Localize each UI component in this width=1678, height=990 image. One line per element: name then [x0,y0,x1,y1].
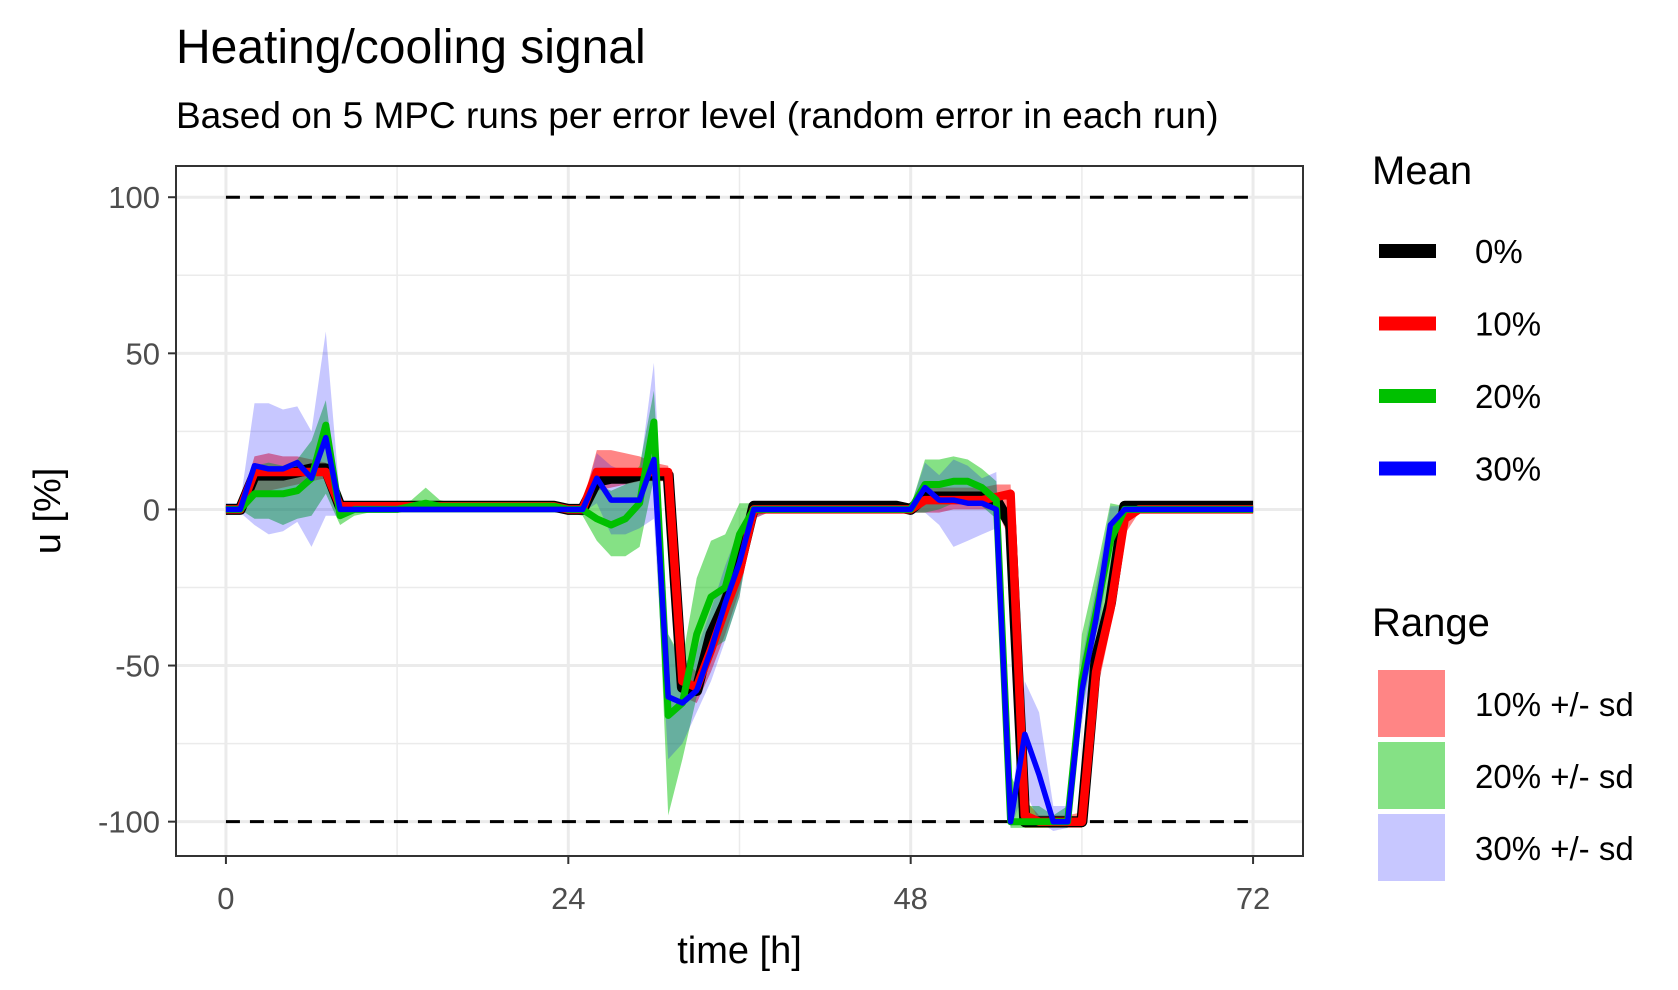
x-axis: 0 24 48 72 [217,856,1270,916]
chart-title: Heating/cooling signal [176,21,646,74]
mean-series [225,418,1254,828]
legend-mean-key-0: 0% [1379,233,1523,270]
x-tick-label-2: 48 [893,881,927,916]
legend-mean-swatch-0 [1379,244,1436,258]
series-line-3 [225,434,1254,825]
legend-range-key-1: 20% +/- sd [1378,742,1634,809]
legend-range-label-0: 10% +/- sd [1475,686,1634,723]
y-tick-label-1: 50 [126,336,160,371]
x-tick-label-3: 72 [1236,881,1270,916]
y-tick-label-4: -100 [98,805,160,840]
legend-range-label-2: 30% +/- sd [1475,830,1634,867]
legend-mean-key-3: 30% [1379,451,1541,488]
legend-mean-label-2: 20% [1475,378,1541,415]
legend-mean: Mean 0% 10% 20% 30% [1372,149,1541,488]
y-tick-label-0: 100 [108,180,160,215]
legend-mean-label-3: 30% [1475,451,1541,488]
reference-lines [225,195,1254,824]
legend-mean-key-1: 10% [1379,306,1541,343]
plot-border [175,165,1304,857]
legend-range-key-2: 30% +/- sd [1378,814,1634,881]
x-axis-title: time [h] [677,930,802,972]
legend-mean-label-1: 10% [1475,306,1541,343]
y-tick-label-2: 0 [143,492,160,527]
x-tick-label-1: 24 [551,881,585,916]
legend-range-swatch-1 [1378,742,1445,809]
legend-mean-swatch-2 [1379,389,1436,403]
legend-mean-title: Mean [1372,149,1472,193]
legend-range-label-1: 20% +/- sd [1475,758,1634,795]
legend-mean-key-2: 20% [1379,378,1541,415]
legend-range: Range 10% +/- sd 20% +/- sd 30% +/- sd [1372,601,1634,881]
chart-subtitle: Based on 5 MPC runs per error level (ran… [176,95,1219,136]
x-tick-label-0: 0 [217,881,234,916]
y-tick-label-3: -50 [115,649,160,684]
y-axis: 100 50 0 -50 -100 [98,180,176,840]
legend-range-swatch-0 [1378,670,1445,737]
legend-mean-label-0: 0% [1475,233,1523,270]
legend-mean-swatch-3 [1379,461,1436,476]
legend-range-swatch-2 [1378,814,1445,881]
legend-mean-swatch-1 [1379,316,1436,331]
legend-range-key-0: 10% +/- sd [1378,670,1634,737]
y-axis-title: u [%] [27,468,69,555]
legend-range-title: Range [1372,601,1490,645]
